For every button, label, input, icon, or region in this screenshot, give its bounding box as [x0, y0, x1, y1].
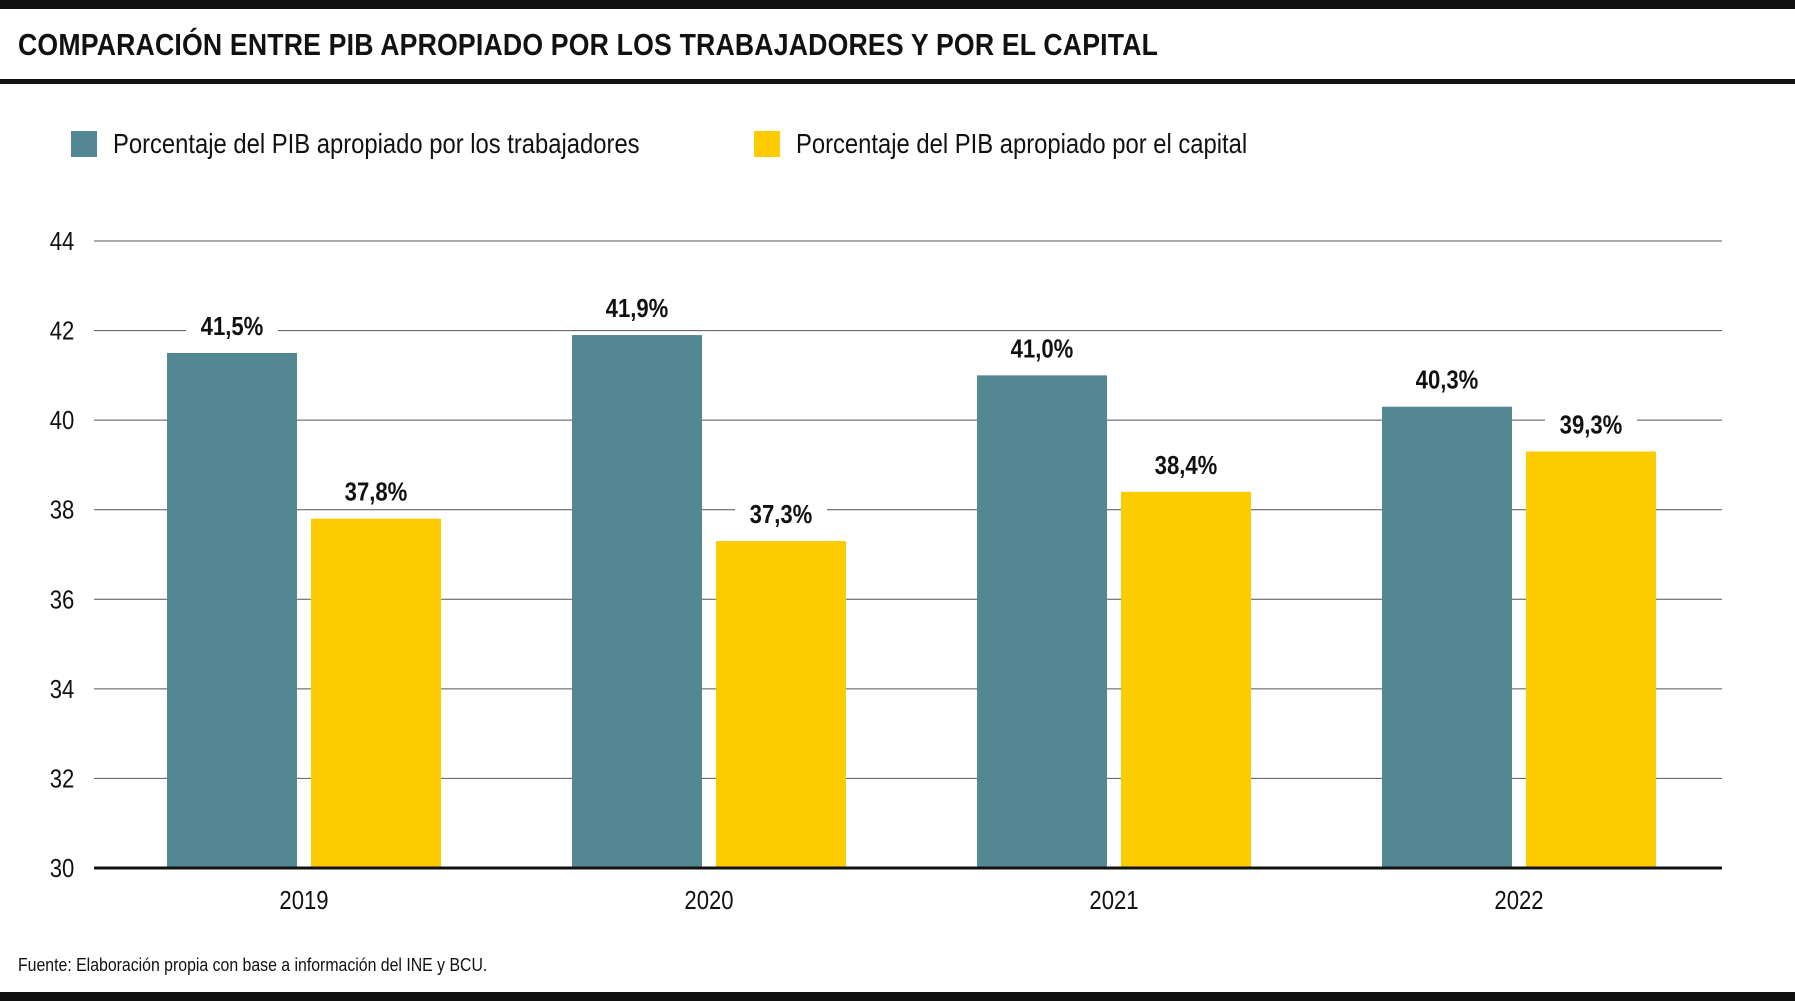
legend-item-trabajadores: Porcentaje del PIB apropiado por los tra…	[71, 126, 733, 162]
data-label: 41,9%	[606, 294, 669, 323]
y-tick-label: 44	[50, 227, 75, 256]
title-divider	[0, 79, 1795, 84]
legend-item-capital: Porcentaje del PIB apropiado por el capi…	[754, 126, 1327, 162]
data-label: 41,0%	[1011, 335, 1074, 364]
x-tick-label: 2022	[1494, 886, 1543, 915]
bar-capital-2021	[1121, 491, 1251, 868]
legend-label-trabajadores: Porcentaje del PIB apropiado por los tra…	[113, 128, 640, 159]
data-label-backdrop	[1545, 407, 1637, 440]
bar-capital-2022	[1526, 451, 1656, 868]
y-tick-label: 32	[50, 765, 75, 794]
data-label: 37,8%	[345, 478, 408, 507]
y-tick-label: 40	[50, 407, 75, 436]
data-label: 37,3%	[750, 500, 813, 529]
x-tick-label: 2020	[684, 886, 733, 915]
data-label: 38,4%	[1155, 451, 1218, 480]
bar-trabajadores-2022	[1382, 406, 1512, 868]
bar-trabajadores-2021	[977, 375, 1107, 868]
bar-chart: 30 32 34 36 38 40 42 44 41,5% 37,8% 2019 41,9% 37,3%…	[50, 227, 1722, 915]
legend-swatch-capital	[754, 131, 780, 157]
y-tick-label: 30	[50, 854, 75, 883]
y-tick-label: 34	[50, 675, 75, 704]
data-label: 40,3%	[1416, 366, 1479, 395]
legend-label-capital: Porcentaje del PIB apropiado por el capi…	[796, 128, 1248, 159]
top-border	[0, 0, 1795, 9]
data-label-backdrop	[735, 497, 827, 530]
data-label: 41,5%	[201, 312, 264, 341]
bar-capital-2020	[716, 541, 846, 868]
legend-swatch-trabajadores	[71, 131, 97, 157]
y-tick-label: 42	[50, 317, 75, 346]
data-label-backdrop	[591, 291, 683, 324]
y-tick-label: 36	[50, 586, 75, 615]
source-note: Fuente: Elaboración propia con base a in…	[18, 955, 488, 975]
data-label-backdrop	[996, 331, 1088, 364]
data-label: 39,3%	[1560, 411, 1623, 440]
chart-title: COMPARACIÓN ENTRE PIB APROPIADO POR LOS …	[18, 27, 1159, 62]
data-label-backdrop	[1401, 362, 1493, 395]
bar-trabajadores-2020	[572, 335, 702, 868]
y-tick-label: 38	[50, 496, 75, 525]
bottom-border	[0, 992, 1795, 1001]
data-label-backdrop	[330, 474, 422, 507]
data-label-backdrop	[1140, 447, 1232, 480]
x-tick-label: 2019	[279, 886, 328, 915]
data-label-backdrop	[186, 308, 278, 341]
bar-trabajadores-2019	[167, 352, 297, 868]
x-tick-label: 2021	[1089, 886, 1138, 915]
bar-capital-2019	[311, 518, 441, 868]
